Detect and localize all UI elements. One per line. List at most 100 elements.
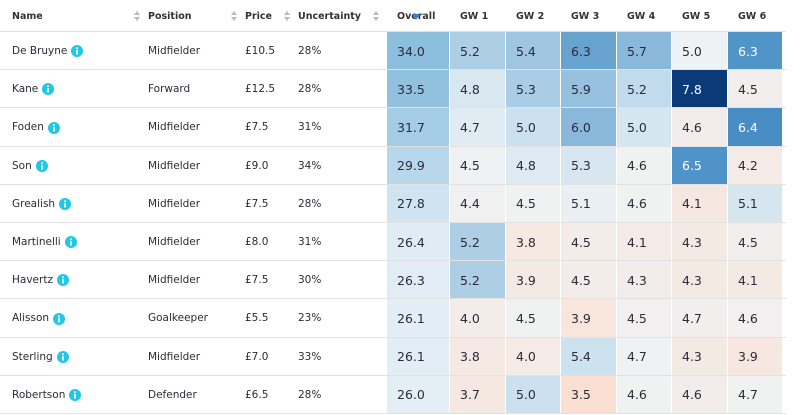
sort-up (284, 11, 290, 15)
sort-down (284, 17, 290, 21)
column-header[interactable]: Name (12, 10, 43, 22)
info-stem (69, 241, 72, 246)
sort-icon[interactable] (133, 10, 141, 22)
info-stem (74, 393, 77, 399)
info-stem (52, 126, 55, 131)
gw-cell: 4.7 (728, 375, 783, 414)
sort-up (373, 11, 379, 15)
sort-down (134, 17, 140, 21)
row-line (0, 222, 786, 223)
gw-cell: 4.3 (672, 337, 728, 376)
gw-cell: 4.1 (672, 184, 728, 223)
sort-icon[interactable] (283, 10, 291, 22)
sort-icon[interactable] (372, 10, 380, 22)
cell-text: Forward (148, 83, 191, 96)
info-stem (76, 50, 79, 55)
cell-text: 31% (298, 236, 322, 249)
sort-icon[interactable] (412, 12, 420, 24)
header-line (0, 31, 786, 32)
sort-icon[interactable] (230, 10, 238, 22)
player-name: Havertz (12, 274, 53, 287)
info-dot (74, 391, 77, 394)
gw-cell: 5.3 (506, 70, 561, 109)
gw-cell: 5.0 (617, 108, 672, 147)
info-icon[interactable] (64, 236, 77, 249)
cell-text: £6.5 (245, 388, 269, 401)
gw-cell: 4.5 (506, 184, 561, 223)
sort-up (134, 11, 140, 15)
info-icon[interactable] (35, 159, 48, 172)
gw-cell: 5.2 (450, 223, 506, 262)
gw-cell: 3.5 (561, 375, 617, 414)
cell-text: Midfielder (148, 236, 201, 249)
gw-cell: 5.0 (506, 375, 561, 414)
cell-text: £7.0 (245, 350, 269, 363)
gw-cell: 7.8 (672, 70, 728, 109)
column-header[interactable]: GW 2 (516, 10, 545, 22)
player-name: Foden (12, 121, 44, 134)
gw-cell: 3.9 (728, 337, 783, 376)
cell-text: Midfielder (148, 159, 201, 172)
info-dot (69, 238, 72, 241)
column-header[interactable]: Position (148, 10, 192, 22)
gw-cell: 3.7 (450, 375, 506, 414)
gw-cell: 4.5 (450, 146, 506, 185)
column-header[interactable]: GW 5 (682, 10, 711, 22)
info-icon[interactable] (47, 121, 60, 134)
info-icon[interactable] (53, 312, 66, 325)
gw-cell: 4.6 (672, 108, 728, 147)
column-header[interactable]: Uncertainty (298, 10, 361, 22)
gw-cell: 4.3 (617, 261, 672, 300)
cell-text: 31% (298, 121, 322, 134)
info-icon[interactable] (71, 45, 84, 58)
column-header[interactable]: GW 4 (627, 10, 656, 22)
overall-cell: 26.0 (387, 375, 450, 414)
overall-cell: 26.1 (387, 337, 450, 376)
gw-cell: 6.0 (561, 108, 617, 147)
cell-text: £9.0 (245, 159, 269, 172)
gw-cell: 6.3 (561, 32, 617, 71)
column-header[interactable]: GW 1 (460, 10, 489, 22)
cell-text: 28% (298, 197, 322, 210)
gw-cell: 5.1 (561, 184, 617, 223)
cell-text: £12.5 (245, 83, 276, 96)
gw-cell: 4.5 (728, 70, 783, 109)
gw-cell: 4.6 (617, 184, 672, 223)
gw-cell: 4.5 (561, 261, 617, 300)
cell-text: 23% (298, 312, 322, 325)
info-icon[interactable] (56, 350, 69, 363)
cell-text: Midfielder (148, 121, 201, 134)
gw-cell: 4.0 (450, 299, 506, 338)
gw-cell: 4.6 (728, 299, 783, 338)
info-icon[interactable] (59, 197, 72, 210)
gw-cell: 5.4 (506, 32, 561, 71)
cell-text: £7.5 (245, 197, 269, 210)
gw-cell: 4.2 (728, 146, 783, 185)
gw-cell: 4.3 (672, 261, 728, 300)
column-header[interactable]: Price (245, 10, 272, 22)
info-dot (64, 200, 67, 203)
overall-cell: 27.8 (387, 184, 450, 223)
overall-cell: 26.1 (387, 299, 450, 338)
gw-cell: 4.5 (561, 223, 617, 262)
info-icon[interactable] (69, 388, 82, 401)
overall-cell: 33.5 (387, 70, 450, 109)
info-dot (76, 47, 79, 50)
column-header[interactable]: GW 6 (738, 10, 767, 22)
row-line (0, 107, 786, 109)
gw-cell: 4.6 (617, 146, 672, 185)
gw-cell: 5.0 (506, 108, 561, 147)
overall-cell: 26.4 (387, 223, 450, 262)
gw-cell: 4.5 (617, 299, 672, 338)
row-line (0, 69, 786, 71)
row-line (0, 374, 786, 376)
info-stem (40, 164, 43, 170)
column-header[interactable]: GW 3 (571, 10, 600, 22)
info-icon[interactable] (56, 274, 69, 287)
player-name: Martinelli (12, 236, 61, 249)
gw-cell: 6.5 (672, 146, 728, 185)
gw-cell: 3.8 (506, 223, 561, 262)
cell-text: £7.5 (245, 121, 269, 134)
cell-text: Goalkeeper (148, 312, 208, 325)
info-icon[interactable] (42, 83, 55, 96)
